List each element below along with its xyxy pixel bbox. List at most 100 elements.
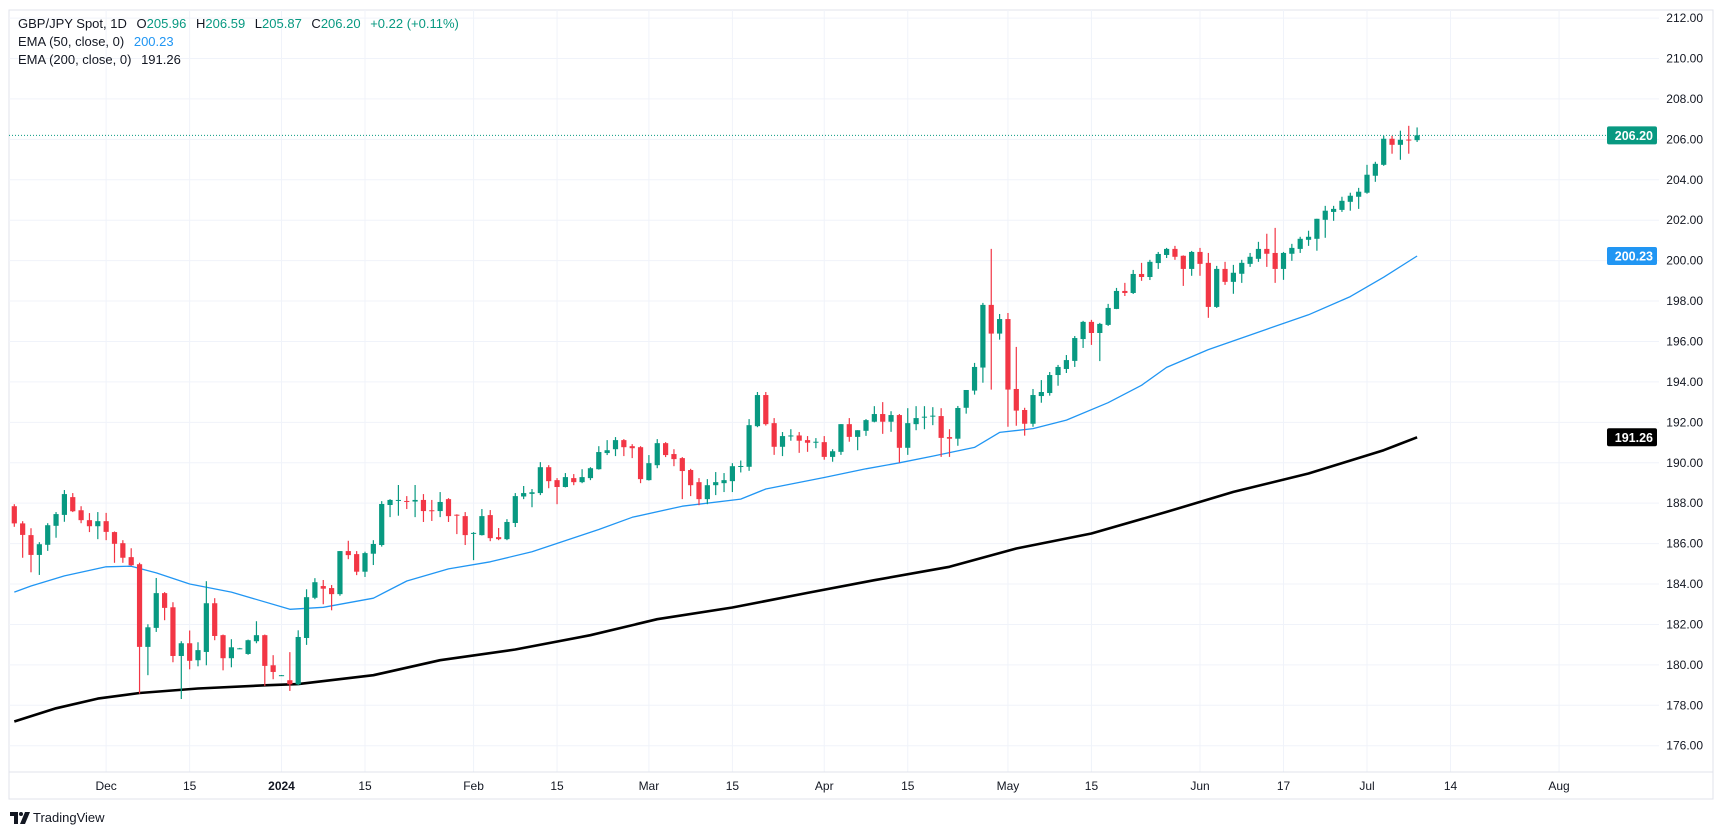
candle[interactable] [429,499,435,521]
candle[interactable] [880,402,886,434]
candle[interactable] [955,405,961,446]
candle[interactable] [1305,230,1312,246]
candle[interactable] [337,551,343,596]
candle[interactable] [1272,227,1278,283]
candle[interactable] [1356,187,1362,209]
candle[interactable] [504,519,510,541]
candle[interactable] [1072,336,1078,367]
candle[interactable] [1339,196,1345,212]
candle[interactable] [36,542,42,575]
candle[interactable] [804,436,811,452]
candle[interactable] [571,474,577,486]
candle[interactable] [654,439,660,469]
candle[interactable] [679,457,685,500]
candle[interactable] [1264,233,1270,267]
candle[interactable] [796,432,802,453]
candle[interactable] [1122,282,1128,297]
candle[interactable] [103,512,109,541]
candle[interactable] [1372,161,1378,182]
candle[interactable] [1255,241,1262,262]
candle[interactable] [1022,407,1028,436]
candle[interactable] [1155,251,1161,269]
candle[interactable] [262,634,268,686]
candle[interactable] [303,589,310,645]
candle[interactable] [629,444,635,459]
candle[interactable] [445,498,452,522]
candle[interactable] [354,551,360,576]
candle[interactable] [1406,125,1412,154]
candle[interactable] [195,642,201,667]
candle[interactable] [1172,245,1178,260]
candle[interactable] [938,408,944,457]
candle[interactable] [1013,346,1019,426]
candle[interactable] [170,602,176,663]
candle[interactable] [754,392,761,428]
candle[interactable] [20,521,26,558]
candle[interactable] [78,506,84,524]
candle[interactable] [704,479,710,505]
candle[interactable] [278,674,285,677]
candle[interactable] [1297,236,1303,253]
candle[interactable] [128,548,134,566]
candle[interactable] [863,419,869,436]
candle[interactable] [70,493,76,513]
candle[interactable] [771,418,777,455]
candle[interactable] [178,641,184,700]
candle[interactable] [1038,380,1044,403]
tradingview-branding[interactable]: TradingView [10,810,105,825]
candle[interactable] [1055,364,1061,386]
candle[interactable] [921,406,928,430]
candle[interactable] [437,492,443,518]
candle[interactable] [237,647,243,650]
candle[interactable] [846,418,852,442]
candle[interactable] [896,414,902,463]
candle[interactable] [663,442,669,458]
candle[interactable] [1397,130,1403,160]
candle[interactable] [1097,322,1103,362]
candle[interactable] [496,528,502,541]
candle[interactable] [1105,303,1111,326]
candle[interactable] [1222,261,1228,285]
candle[interactable] [1389,135,1395,154]
candle[interactable] [412,484,418,518]
candle[interactable] [1164,247,1170,259]
candle[interactable] [1138,262,1145,281]
candle[interactable] [1088,319,1095,345]
candle[interactable] [95,512,101,540]
candle[interactable] [930,407,936,426]
candle[interactable] [1189,250,1195,276]
candle[interactable] [1322,205,1328,238]
candle[interactable] [888,411,894,432]
candle[interactable] [997,313,1003,340]
candle[interactable] [245,639,251,655]
candle[interactable] [529,489,535,508]
candle[interactable] [153,577,159,632]
candle[interactable] [45,523,51,551]
candle[interactable] [637,446,644,484]
ema200-row[interactable]: EMA (200, close, 0) 191.26 [18,51,459,69]
candle[interactable] [136,562,143,694]
candle[interactable] [53,512,59,538]
candle[interactable] [587,467,594,481]
candle[interactable] [1239,259,1245,283]
candle[interactable] [1331,205,1337,221]
candle[interactable] [212,598,218,641]
candle[interactable] [1063,355,1069,374]
candle[interactable] [320,579,326,605]
candle[interactable] [120,540,126,563]
candle[interactable] [512,493,518,528]
candle[interactable] [1230,264,1236,294]
candle[interactable] [905,408,911,455]
candle[interactable] [738,460,744,473]
candle[interactable] [379,501,385,547]
candle[interactable] [111,531,118,563]
candle[interactable] [830,449,836,462]
candle[interactable] [420,494,427,522]
candle[interactable] [187,630,193,670]
candle[interactable] [671,449,677,467]
candle[interactable] [462,512,468,546]
candle[interactable] [1214,265,1220,308]
candle[interactable] [253,621,260,644]
candle[interactable] [11,504,17,527]
